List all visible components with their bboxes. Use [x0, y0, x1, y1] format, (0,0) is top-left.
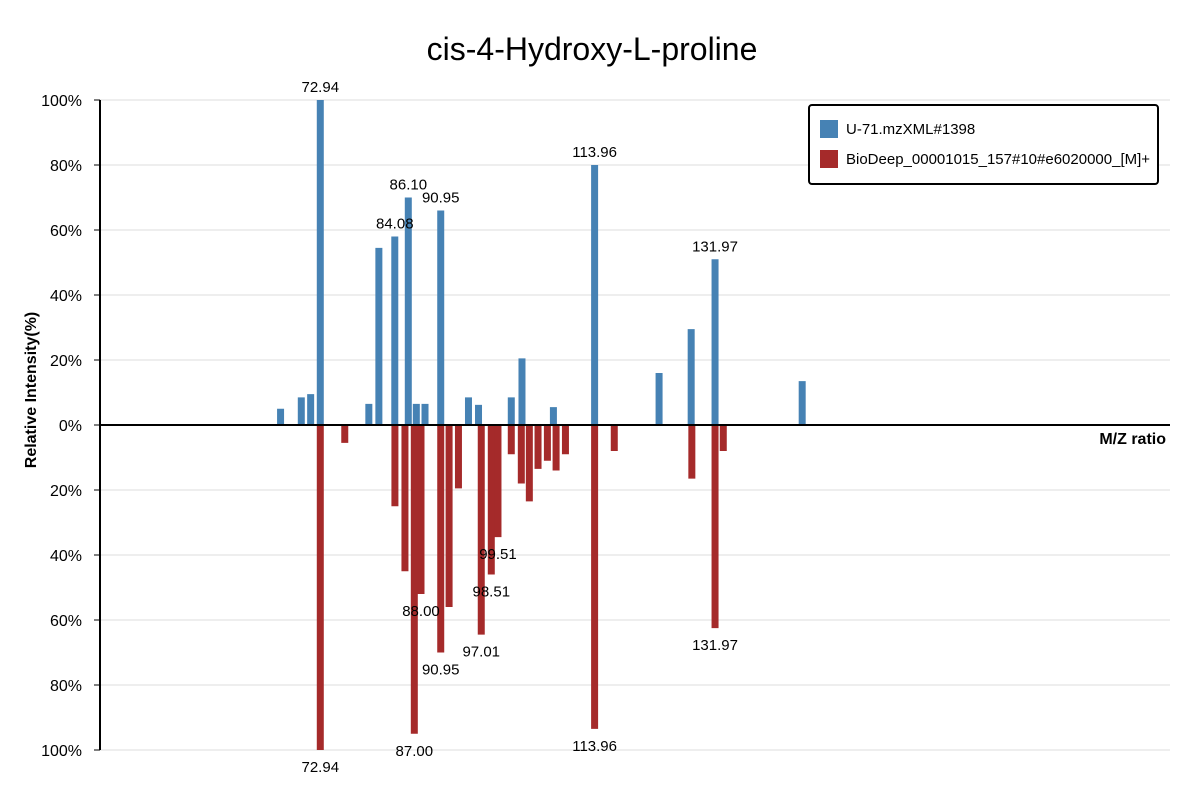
- reference-peak-bar: [494, 425, 502, 538]
- reference-peak-bar: [711, 425, 719, 629]
- reference-peak-bar: [477, 425, 485, 635]
- reference-bars: [316, 425, 727, 750]
- reference-peak-bar: [487, 425, 495, 575]
- reference-peak-label: 88.00: [402, 603, 440, 620]
- query-peak-bar: [391, 236, 399, 425]
- x-axis-title: M/Z ratio: [1099, 431, 1166, 448]
- query-peak-label: 72.94: [302, 79, 340, 96]
- query-peak-bar: [655, 373, 663, 425]
- grid-lines: [100, 99, 1170, 751]
- query-peak-label: 90.95: [422, 190, 460, 207]
- query-peak-bar: [518, 358, 526, 425]
- y-tick-label: 60%: [50, 613, 82, 630]
- query-peak-bar: [307, 394, 315, 425]
- reference-peak-label: 113.96: [572, 738, 617, 755]
- query-peak-bar: [475, 404, 483, 425]
- reference-peak-label: 131.97: [692, 637, 738, 654]
- y-tick-label: 40%: [50, 548, 82, 565]
- reference-peak-label: 97.01: [462, 644, 500, 661]
- reference-peak-bar: [437, 425, 445, 653]
- reference-peak-label: 87.00: [396, 743, 434, 760]
- reference-peak-bar: [561, 425, 569, 455]
- query-peak-bar: [365, 403, 373, 425]
- query-peak-bar: [316, 100, 324, 425]
- reference-peak-bar: [391, 425, 399, 507]
- query-peak-bar: [464, 397, 472, 425]
- legend-box: [808, 104, 1159, 185]
- legend-swatch-query: [820, 120, 838, 138]
- y-axis-ticks: 100% 80% 60% 40% 20% 0% 20% 40% 60% 80% 100%: [41, 93, 100, 760]
- reference-peak-bar: [410, 425, 418, 734]
- y-tick-label: 80%: [50, 678, 82, 695]
- query-peak-bar: [549, 407, 557, 425]
- query-peak-bar: [412, 403, 420, 425]
- y-tick-label: 60%: [50, 223, 82, 240]
- query-peak-bar: [798, 381, 806, 425]
- reference-peak-bar: [445, 425, 453, 607]
- reference-peak-label: 98.51: [473, 584, 511, 601]
- reference-peak-bar: [401, 425, 409, 572]
- legend-label-query: U-71.mzXML#1398: [846, 121, 975, 138]
- reference-peak-label: 72.94: [302, 759, 340, 776]
- reference-peak-bar: [454, 425, 462, 489]
- reference-peak-label: 99.51: [479, 546, 517, 563]
- reference-peak-bar: [507, 425, 515, 455]
- y-tick-label: 20%: [50, 353, 82, 370]
- legend-label-reference: BioDeep_00001015_157#10#e6020000_[M]+: [846, 151, 1150, 168]
- chart-title: cis-4-Hydroxy-L-proline: [427, 31, 758, 67]
- y-tick-label: 80%: [50, 158, 82, 175]
- reference-peak-bar: [525, 425, 533, 502]
- reference-peak-bar: [610, 425, 618, 451]
- y-tick-label: 0%: [59, 418, 82, 435]
- query-peak-label: 86.10: [390, 177, 428, 194]
- reference-peak-bar: [417, 425, 425, 594]
- query-peak-bar: [507, 397, 515, 425]
- y-axis-title: Relative Intensity(%): [23, 312, 40, 468]
- query-peak-label: 84.08: [376, 216, 414, 233]
- peak-labels: 72.9484.0886.1090.95113.96131.9772.9487.…: [302, 79, 738, 776]
- reference-peak-bar: [719, 425, 727, 451]
- reference-peak-bar: [543, 425, 551, 461]
- query-bars: [277, 100, 806, 425]
- query-peak-bar: [591, 165, 599, 425]
- query-peak-label: 131.97: [692, 238, 738, 255]
- y-tick-label: 40%: [50, 288, 82, 305]
- query-peak-bar: [404, 197, 412, 425]
- reference-peak-bar: [534, 425, 542, 469]
- reference-peak-bar: [688, 425, 696, 479]
- query-peak-label: 113.96: [572, 144, 617, 161]
- reference-peak-bar: [591, 425, 599, 729]
- y-tick-label: 100%: [41, 743, 82, 760]
- reference-peak-label: 90.95: [422, 662, 460, 679]
- legend: U-71.mzXML#1398 BioDeep_00001015_157#10#…: [808, 104, 1159, 185]
- query-peak-bar: [375, 247, 383, 425]
- reference-peak-bar: [316, 425, 324, 750]
- query-peak-bar: [437, 210, 445, 425]
- query-peak-bar: [711, 259, 719, 425]
- query-peak-bar: [421, 403, 429, 425]
- y-tick-label: 100%: [41, 93, 82, 110]
- legend-swatch-reference: [820, 150, 838, 168]
- reference-peak-bar: [517, 425, 525, 484]
- query-peak-bar: [687, 329, 695, 425]
- reference-peak-bar: [552, 425, 560, 471]
- y-tick-label: 20%: [50, 483, 82, 500]
- query-peak-bar: [277, 408, 285, 425]
- query-peak-bar: [297, 397, 305, 425]
- reference-peak-bar: [341, 425, 349, 443]
